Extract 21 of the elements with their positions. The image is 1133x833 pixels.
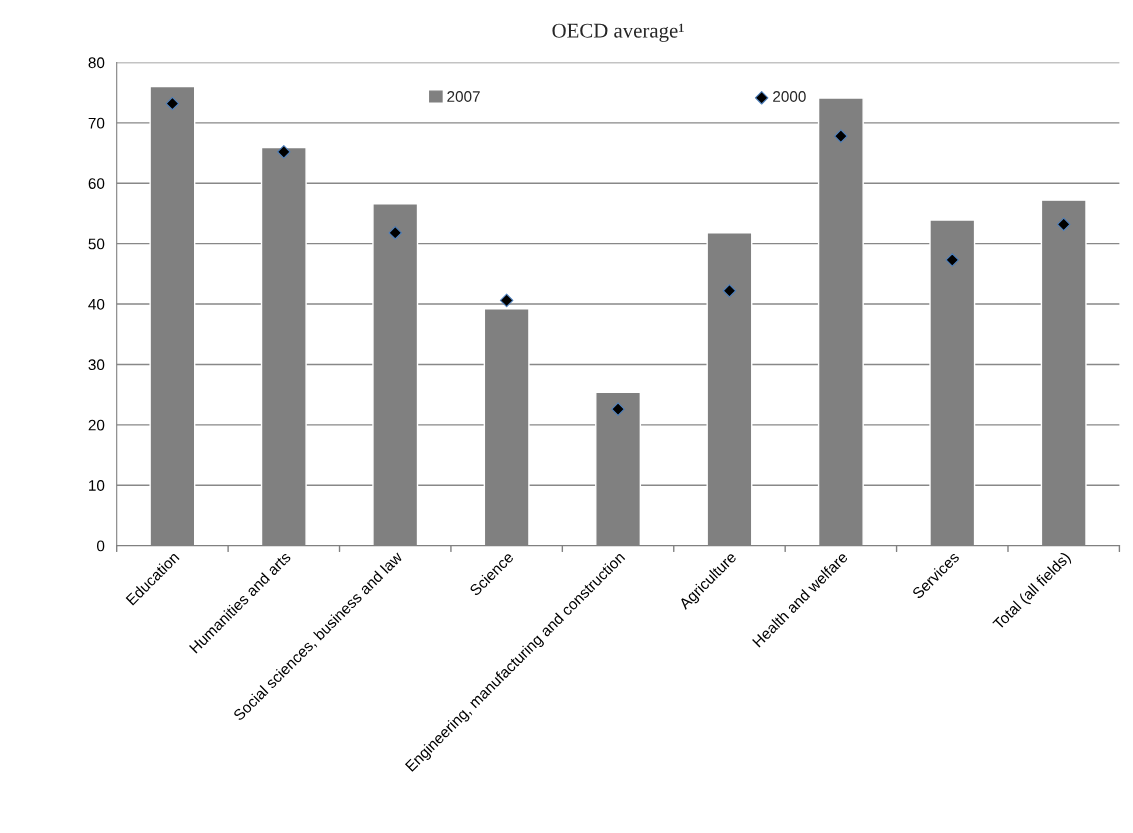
point	[165, 96, 180, 111]
point	[1056, 217, 1071, 232]
point	[945, 253, 960, 267]
point	[611, 402, 625, 416]
point	[388, 226, 402, 240]
y-tick-label: 20	[88, 419, 105, 431]
y-tick-label: 40	[88, 298, 105, 310]
y-tick-label: 50	[88, 238, 105, 250]
point	[277, 145, 291, 159]
y-tick-label: 30	[88, 359, 105, 371]
chart-title: OECD average¹	[552, 23, 684, 42]
y-tick-label: 10	[89, 480, 105, 491]
point	[499, 293, 514, 308]
y-tick-label: 80	[88, 57, 105, 69]
legend-label: 2000	[773, 91, 806, 102]
y-tick-label: 0	[96, 540, 105, 552]
point	[834, 129, 848, 143]
point	[722, 283, 737, 298]
legend-label: 2007	[447, 91, 480, 102]
y-tick-label: 70	[88, 117, 105, 129]
y-tick-label: 60	[88, 178, 105, 189]
